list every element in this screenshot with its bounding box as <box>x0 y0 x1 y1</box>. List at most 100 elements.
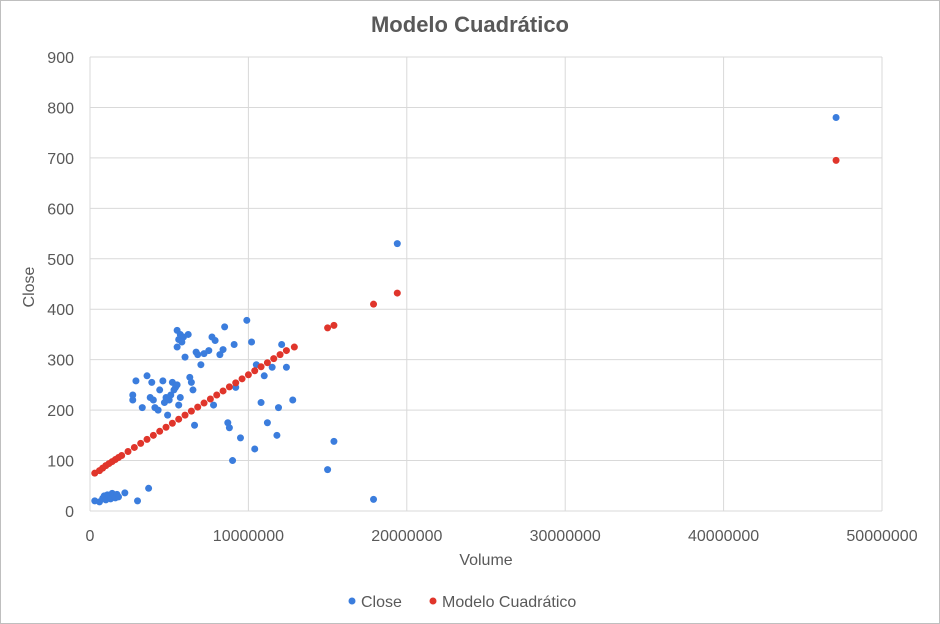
close-point <box>230 341 238 349</box>
close-point <box>148 378 156 386</box>
x-tick-label: 30000000 <box>530 528 601 545</box>
model-point <box>219 387 227 395</box>
close-point <box>278 341 286 349</box>
model-point <box>282 347 290 355</box>
model-point <box>162 423 170 431</box>
model-point <box>187 407 195 415</box>
close-point <box>324 466 332 474</box>
close-point <box>156 386 164 394</box>
close-point <box>221 323 229 331</box>
close-point <box>219 346 227 354</box>
model-point <box>124 447 132 455</box>
y-axis-label: Close <box>21 266 38 307</box>
close-point <box>129 396 137 404</box>
model-point <box>143 435 151 443</box>
close-point <box>832 114 840 122</box>
close-point <box>129 391 137 399</box>
close-point <box>330 437 338 445</box>
model-point <box>330 321 338 329</box>
close-point <box>197 361 205 369</box>
close-point <box>282 363 290 371</box>
close-point <box>187 378 195 386</box>
model-point <box>263 359 271 367</box>
close-point <box>164 411 172 419</box>
model-point <box>130 443 138 451</box>
close-point <box>243 316 251 324</box>
close-point <box>273 431 281 439</box>
y-tick-label: 200 <box>47 403 74 420</box>
legend-label-close: Close <box>361 594 402 611</box>
y-tick-label: 800 <box>47 100 74 117</box>
close-point <box>176 394 184 401</box>
close-point <box>211 336 219 344</box>
model-point <box>832 156 840 164</box>
close-point <box>205 347 213 355</box>
close-point <box>274 404 282 412</box>
model-point <box>175 415 183 423</box>
model-point <box>370 300 378 308</box>
close-point <box>167 391 175 399</box>
legend-marker-close <box>348 597 356 605</box>
close-point <box>251 445 259 453</box>
close-point <box>184 330 192 338</box>
chart-title: Modelo Cuadrático <box>370 12 569 37</box>
close-point <box>370 495 378 503</box>
y-tick-label: 300 <box>47 353 74 370</box>
model-point <box>137 439 145 447</box>
gridlines <box>89 56 883 512</box>
close-point <box>189 386 197 394</box>
close-point <box>115 493 123 501</box>
y-tick-label: 900 <box>47 50 74 67</box>
y-tick-label: 100 <box>47 454 74 471</box>
close-point <box>173 343 181 351</box>
model-point <box>206 395 214 403</box>
x-tick-label: 40000000 <box>688 528 759 545</box>
y-tick-label: 0 <box>65 504 74 521</box>
model-point <box>156 427 164 435</box>
close-point <box>175 401 183 409</box>
model-point <box>238 375 246 383</box>
legend: Close Modelo Cuadrático <box>348 594 576 611</box>
close-point <box>149 396 157 404</box>
model-point <box>251 367 259 375</box>
y-tick-labels: 0 100 200 300 400 500 600 700 800 900 <box>47 50 74 521</box>
close-point <box>191 421 199 429</box>
model-point <box>149 431 157 439</box>
close-point <box>268 363 276 371</box>
model-point <box>194 403 202 411</box>
model-point <box>168 419 176 427</box>
close-point <box>229 457 237 465</box>
y-tick-label: 500 <box>47 252 74 269</box>
close-point <box>225 424 233 432</box>
x-tick-labels: 0 10000000 20000000 30000000 40000000 5000000… <box>86 528 918 545</box>
close-point <box>143 372 151 380</box>
y-tick-label: 400 <box>47 302 74 319</box>
close-point <box>132 377 140 385</box>
y-tick-label: 700 <box>47 151 74 168</box>
close-point <box>154 406 162 414</box>
close-point <box>159 377 167 385</box>
model-point <box>225 383 233 391</box>
close-point <box>257 399 265 407</box>
model-point <box>270 355 278 363</box>
close-point <box>138 404 146 412</box>
close-point <box>263 419 271 427</box>
x-tick-label: 0 <box>86 528 95 545</box>
close-point <box>216 351 224 359</box>
model-point <box>244 371 252 379</box>
y-tick-label: 600 <box>47 201 74 218</box>
model-point <box>324 324 332 332</box>
close-point <box>248 338 256 346</box>
close-point <box>260 372 268 380</box>
x-axis-label: Volume <box>459 552 512 569</box>
model-point <box>290 343 298 351</box>
x-tick-label: 50000000 <box>846 528 917 545</box>
close-point <box>236 434 244 442</box>
data-points <box>91 114 840 506</box>
close-point <box>210 401 218 409</box>
close-point <box>194 351 202 359</box>
model-point <box>393 289 401 297</box>
legend-marker-model <box>429 597 437 605</box>
